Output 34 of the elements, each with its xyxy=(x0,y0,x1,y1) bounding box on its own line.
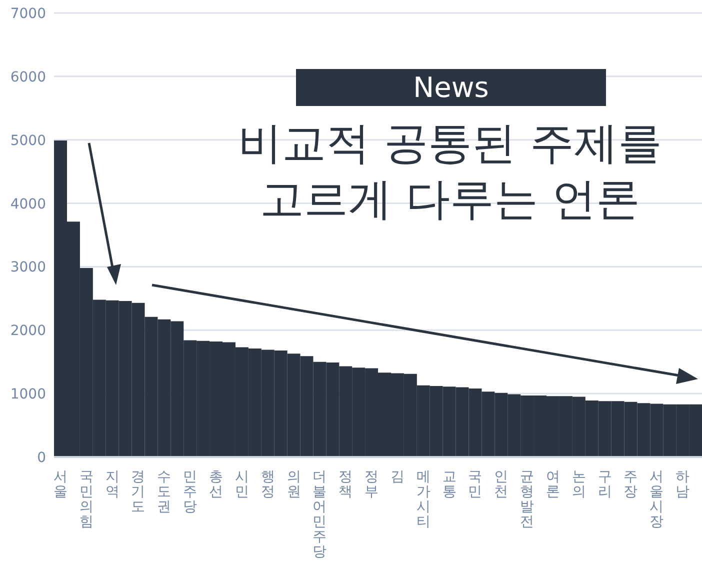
x-tick-label: 하남 xyxy=(676,469,690,500)
x-tick-label: 여론 xyxy=(546,469,560,500)
x-tick-label: 서울 xyxy=(53,469,68,500)
x-tick-label: 국민의힘 xyxy=(79,469,94,530)
x-tick-label: 정책 xyxy=(338,469,353,500)
x-tick-label: 주장 xyxy=(624,469,638,500)
x-tick-label: 논의 xyxy=(572,469,586,500)
y-tick-label: 2000 xyxy=(10,323,46,340)
y-tick-label: 7000 xyxy=(10,6,46,22)
x-tick-label: 정부 xyxy=(364,469,379,500)
x-tick-label: 지역 xyxy=(105,469,120,500)
y-tick-label: 1000 xyxy=(10,386,46,403)
x-tick-label: 경기도 xyxy=(131,469,146,515)
y-tick-label: 3000 xyxy=(10,260,46,276)
x-tick-label: 행정 xyxy=(260,469,275,500)
x-tick-label: 민주당 xyxy=(183,469,198,515)
x-tick-label: 더불어민주당 xyxy=(312,469,327,560)
x-tick-label: 총선 xyxy=(209,469,223,500)
y-tick-label: 5000 xyxy=(10,132,46,149)
x-tick-label: 의원 xyxy=(286,469,301,500)
x-tick-label: 서울시장 xyxy=(650,469,664,530)
x-tick-label: 국민 xyxy=(468,469,482,500)
x-tick-label: 인천 xyxy=(494,469,508,500)
y-tick-label: 0 xyxy=(37,450,46,466)
x-tick-label: 김 xyxy=(390,469,404,485)
x-tick-label: 교통 xyxy=(442,469,456,500)
x-tick-label: 균형발전 xyxy=(520,469,534,530)
x-tick-label: 메가시티 xyxy=(416,469,430,530)
x-tick-label: 시민 xyxy=(234,469,249,500)
y-tick-label: 4000 xyxy=(10,196,46,212)
y-tick-label: 6000 xyxy=(10,69,46,86)
x-tick-label: 구리 xyxy=(598,469,612,500)
x-tick-label: 수도권 xyxy=(157,469,172,515)
text: 비교적 공통된 주제를 고르게 다루는 언론 xyxy=(237,117,663,227)
